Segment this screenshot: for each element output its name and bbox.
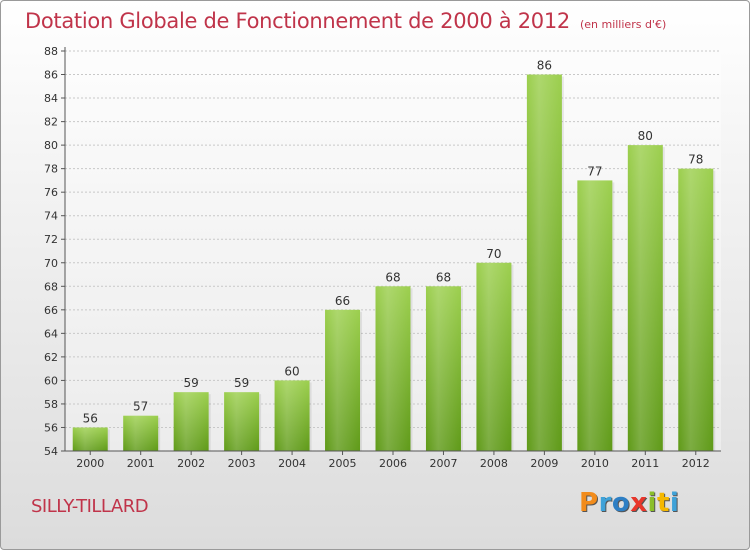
y-tick-label: 78 [44, 163, 58, 176]
bar-value-label: 66 [335, 294, 350, 308]
y-tick-label: 54 [44, 445, 58, 458]
y-tick-label: 68 [44, 280, 58, 293]
x-tick-label: 2000 [76, 457, 104, 470]
bar-value-label: 86 [537, 59, 552, 73]
bar-value-label: 56 [83, 411, 98, 425]
bar-value-label: 68 [385, 270, 400, 284]
y-tick-label: 82 [44, 116, 58, 129]
title-text: Dotation Globale de Fonctionnement de 20… [25, 9, 570, 33]
bar-value-label: 78 [688, 153, 703, 167]
logo-letter: o [611, 488, 631, 518]
x-tick-label: 2008 [480, 457, 508, 470]
x-tick-label: 2002 [177, 457, 205, 470]
bar-value-label: 77 [587, 164, 602, 178]
x-tick-label: 2010 [581, 457, 609, 470]
y-tick-label: 84 [44, 92, 58, 105]
x-tick-label: 2005 [329, 457, 357, 470]
bar-highlight [678, 168, 714, 451]
proxiti-logo: Proxiti [579, 488, 679, 518]
bar-value-label: 60 [284, 364, 299, 378]
commune-name: SILLY-TILLARD [31, 496, 149, 517]
x-tick-label: 2006 [379, 457, 407, 470]
y-tick-label: 56 [44, 421, 58, 434]
y-tick-label: 86 [44, 69, 58, 82]
x-tick-label: 2003 [228, 457, 256, 470]
y-tick-label: 66 [44, 304, 58, 317]
logo-letter: x [630, 488, 648, 518]
bars-layer: 56 57 59 59 60 66 68 68 70 86 77 80 78 [72, 59, 716, 452]
x-tick-label: 2007 [429, 457, 457, 470]
bar-value-label: 59 [184, 376, 199, 390]
bar-value-label: 59 [234, 376, 249, 390]
bar-highlight [476, 262, 512, 451]
y-tick-label: 88 [44, 45, 58, 58]
x-tick-label: 2012 [682, 457, 710, 470]
bar-value-label: 70 [486, 247, 501, 261]
y-tick-label: 60 [44, 374, 58, 387]
bar-highlight [173, 392, 209, 451]
bar-highlight [375, 286, 411, 451]
y-tick-label: 64 [44, 327, 58, 340]
x-tick-label: 2001 [127, 457, 155, 470]
logo-letter: i [647, 488, 657, 518]
title-unit: (en milliers d'€) [579, 18, 667, 31]
bar-highlight [577, 180, 613, 452]
y-tick-label: 58 [44, 398, 58, 411]
x-tick-label: 2011 [631, 457, 659, 470]
axis-layer: 54 56 58 60 62 64 66 68 70 72 74 76 78 80 82 84 86 88 2000… [44, 45, 721, 470]
logo-letter: i [669, 488, 680, 518]
logo-letter: r [598, 488, 612, 518]
bar-highlight [325, 309, 361, 451]
y-tick-label: 74 [44, 210, 58, 223]
x-tick-label: 2009 [530, 457, 558, 470]
bar-highlight [123, 415, 159, 451]
logo-letter: P [579, 488, 599, 518]
bar-highlight [526, 74, 562, 451]
bar-highlight [224, 392, 260, 451]
x-tick-label: 2004 [278, 457, 306, 470]
y-tick-label: 72 [44, 233, 58, 246]
bar-value-label: 68 [436, 270, 451, 284]
chart-title: Dotation Globale de Fonctionnement de 20… [25, 9, 666, 33]
y-tick-label: 80 [44, 139, 58, 152]
y-tick-label: 76 [44, 186, 58, 199]
bar-highlight [627, 145, 663, 451]
y-tick-label: 70 [44, 257, 58, 270]
bar-value-label: 57 [133, 400, 148, 414]
logo-letter: t [656, 488, 670, 518]
y-tick-label: 62 [44, 351, 58, 364]
bar-highlight [274, 380, 310, 451]
bar-highlight [425, 286, 461, 451]
bar-highlight [72, 427, 108, 451]
bar-value-label: 80 [638, 129, 653, 143]
